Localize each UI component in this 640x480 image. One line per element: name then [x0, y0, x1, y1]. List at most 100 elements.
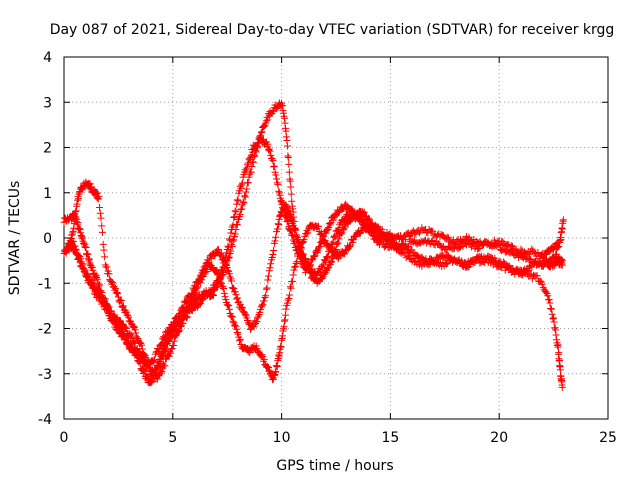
data-point: [234, 197, 242, 205]
data-point: [274, 181, 282, 189]
data-point: [254, 312, 262, 320]
data-point: [119, 302, 127, 310]
data-point: [360, 208, 368, 216]
data-point: [249, 158, 257, 166]
data-point: [427, 255, 435, 263]
data-point: [170, 319, 178, 327]
data-point: [244, 159, 252, 167]
data-point: [139, 354, 147, 362]
data-point: [183, 299, 191, 307]
data-point: [105, 270, 113, 278]
data-point: [254, 314, 262, 322]
data-point: [241, 193, 249, 201]
data-point: [114, 290, 122, 298]
data-point: [138, 345, 146, 353]
data-point: [100, 246, 108, 254]
data-point: [232, 225, 240, 233]
data-point: [104, 305, 112, 313]
data-point: [272, 171, 280, 179]
data-point: [121, 323, 129, 331]
data-point: [261, 294, 269, 302]
data-point: [282, 305, 290, 313]
series-track-d: [64, 201, 566, 391]
data-point: [131, 339, 139, 347]
data-point: [220, 284, 228, 292]
data-point: [165, 352, 173, 360]
data-point: [303, 262, 311, 270]
data-point: [465, 233, 473, 241]
data-point: [143, 362, 151, 370]
data-point: [318, 274, 326, 282]
data-point: [243, 164, 251, 172]
data-point: [100, 296, 108, 304]
y-tick-labels: -4 -3 -2 -1 0 1 2 3 4: [38, 50, 52, 428]
data-point: [287, 190, 295, 198]
data-point: [267, 260, 275, 268]
data-point: [325, 220, 333, 228]
data-point: [250, 153, 258, 161]
data-point: [81, 266, 89, 274]
data-point: [153, 368, 161, 376]
data-point: [317, 229, 325, 237]
data-point: [356, 229, 364, 237]
data-point: [269, 251, 277, 259]
data-point: [331, 232, 339, 240]
data-point: [365, 214, 373, 222]
data-point: [233, 329, 241, 337]
data-point: [315, 244, 323, 252]
data-point: [88, 281, 96, 289]
data-point: [188, 289, 196, 297]
data-point: [196, 300, 204, 308]
data-point: [292, 259, 300, 267]
y-tick-label: -3: [38, 367, 52, 383]
data-point: [87, 280, 95, 288]
data-point: [250, 323, 258, 331]
data-point: [424, 258, 432, 266]
data-point: [287, 183, 295, 191]
data-point: [254, 143, 262, 151]
data-point: [212, 266, 220, 274]
data-point: [366, 220, 374, 228]
data-point: [249, 158, 257, 166]
data-point: [65, 241, 73, 249]
data-point: [251, 147, 259, 155]
data-point: [138, 341, 146, 349]
data-point: [113, 288, 121, 296]
data-point: [159, 351, 167, 359]
data-point: [114, 323, 122, 331]
y-tick-label: 4: [43, 50, 52, 66]
data-point: [268, 254, 276, 262]
data-point: [322, 257, 330, 265]
data-point: [285, 295, 293, 303]
data-point: [286, 177, 294, 185]
data-point: [443, 233, 451, 241]
data-point: [169, 323, 177, 331]
data-point: [228, 313, 236, 321]
data-point: [283, 299, 291, 307]
data-point: [244, 179, 252, 187]
data-point: [313, 249, 321, 257]
axis-ticks: [63, 56, 609, 420]
data-point: [373, 226, 381, 234]
data-point: [273, 179, 281, 187]
data-point: [341, 250, 349, 258]
data-point: [258, 128, 266, 136]
y-tick-label: -2: [38, 322, 52, 338]
data-point: [547, 304, 555, 312]
data-point: [304, 229, 312, 237]
data-point: [259, 300, 267, 308]
data-point: [558, 257, 566, 265]
data-point: [233, 221, 241, 229]
data-point: [236, 210, 244, 218]
data-point: [158, 367, 166, 375]
data-point: [199, 267, 207, 275]
data-point: [329, 253, 337, 261]
data-point: [357, 214, 365, 222]
data-point: [284, 296, 292, 304]
data-point: [172, 326, 180, 334]
data-point: [550, 318, 558, 326]
data-point: [259, 357, 267, 365]
data-point: [225, 302, 233, 310]
data-point: [257, 132, 265, 140]
data-point: [257, 129, 265, 137]
